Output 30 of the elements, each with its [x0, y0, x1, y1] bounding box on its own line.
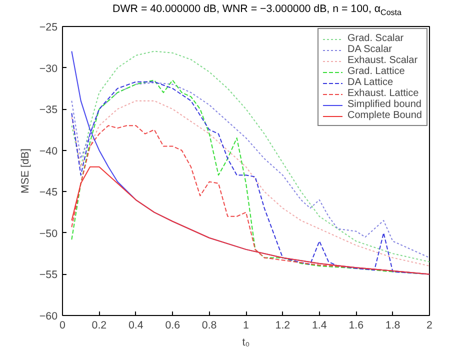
chart-title: DWR = 40.000000 dB, WNR = −3.000000 dB, n = 100, α$_{Costa}$ [112, 2, 402, 19]
y-tick-label: −50 [39, 228, 58, 240]
y-tick-label: −35 [39, 104, 58, 116]
y-tick-label: −30 [39, 62, 58, 75]
legend-label: DA Lattice [348, 77, 394, 88]
y-axis-title: MSE [dB] [19, 148, 32, 194]
legend-label: DA Scalar [348, 44, 392, 55]
legend-label: Exhaust. Lattice [348, 88, 419, 99]
y-tick-label: −25 [39, 22, 58, 34]
x-tick-label: 1.8 [385, 320, 400, 332]
legend-label: Grad. Lattice [348, 66, 405, 77]
x-tick-label: 0.8 [202, 320, 217, 332]
x-tick-label: 0.4 [128, 320, 144, 332]
x-tick-label: 0.6 [165, 320, 180, 332]
y-tick-label: −45 [39, 186, 58, 199]
x-tick-label: 0 [60, 320, 66, 332]
legend-label: Complete Bound [348, 110, 422, 121]
y-tick-label: −60 [39, 310, 58, 322]
legend-label: Exhaust. Scalar [348, 55, 418, 66]
legend-label: Grad. Scalar [348, 33, 404, 44]
x-axis-title: t₀ [242, 336, 250, 348]
x-tick-label: 1.4 [312, 320, 327, 332]
x-tick-label: 0.2 [92, 320, 107, 332]
x-tick-label: 1 [243, 320, 250, 332]
legend-label: Simplified bound [348, 99, 422, 110]
y-tick-label: −55 [39, 269, 58, 282]
y-tick-label: −40 [39, 145, 58, 158]
x-tick-label: 1.2 [275, 320, 290, 332]
x-tick-label: 1.6 [348, 320, 364, 332]
x-tick-label: 2 [426, 320, 433, 332]
